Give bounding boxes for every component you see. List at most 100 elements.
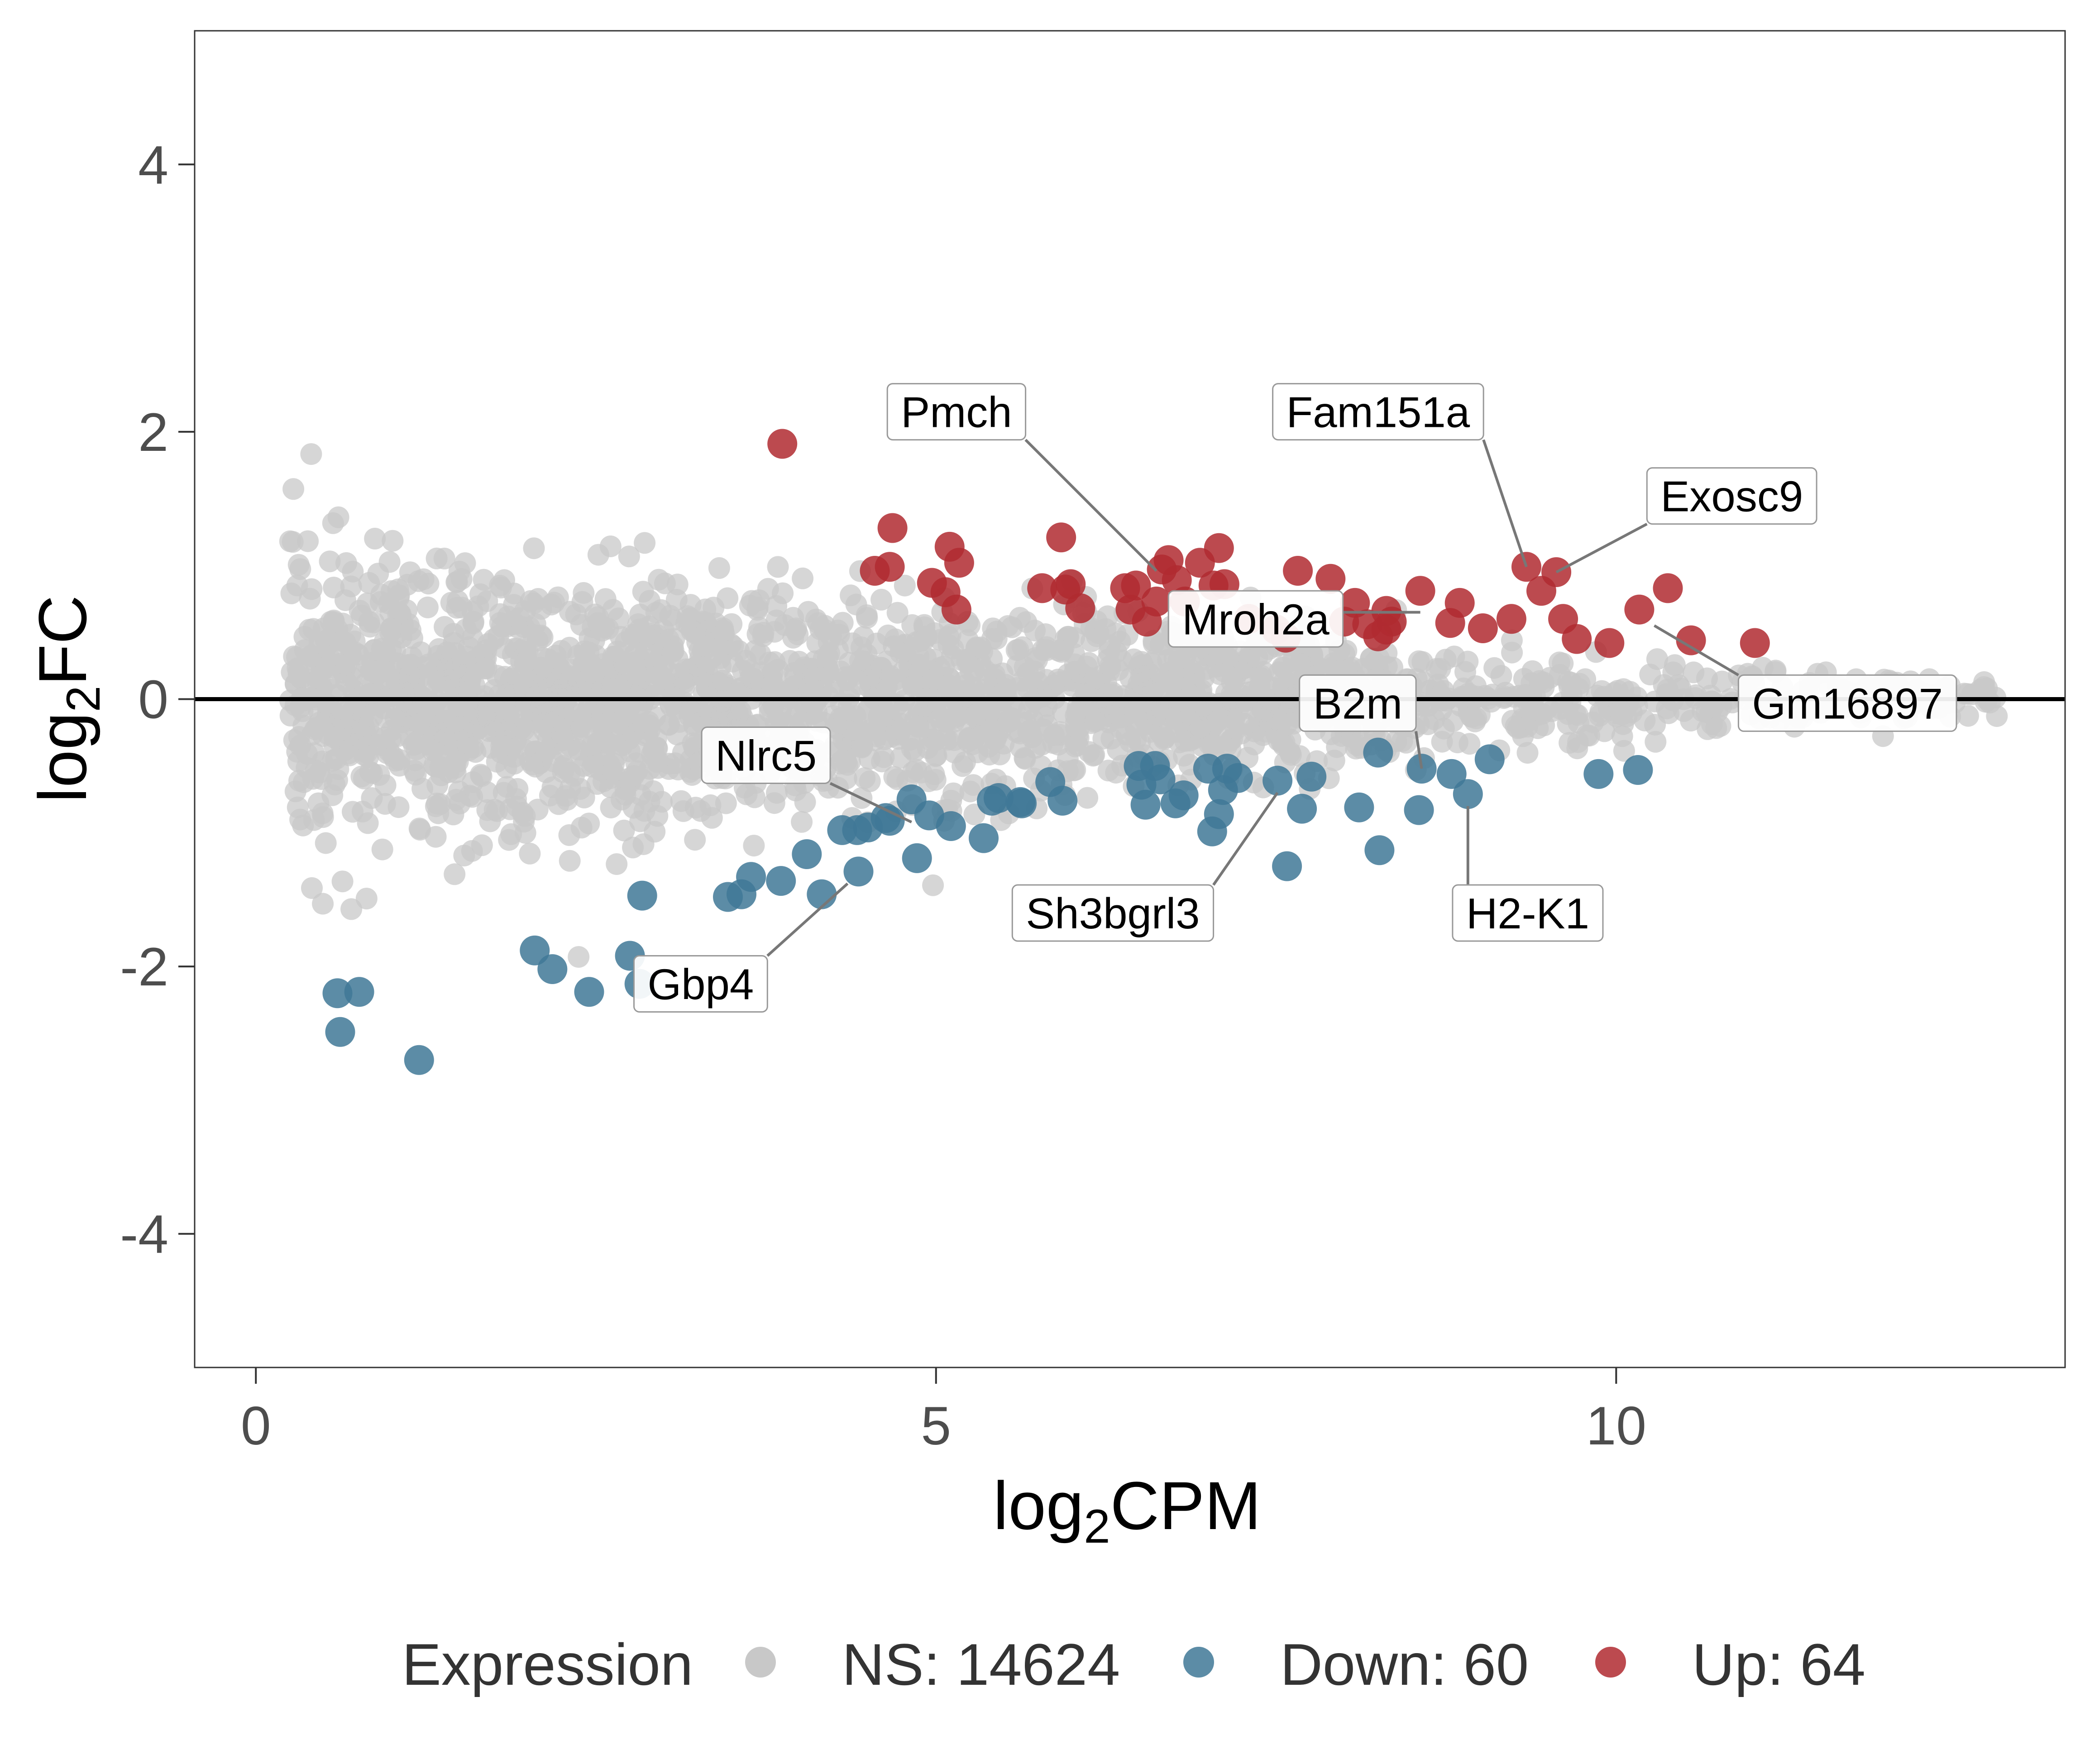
ns-point [634, 532, 656, 554]
ns-point [361, 762, 383, 784]
ns-point [457, 732, 479, 755]
ns-point [614, 778, 636, 800]
ns-point [1237, 746, 1259, 769]
ns-point [586, 773, 608, 795]
ns-point [845, 663, 867, 685]
ns-point [842, 709, 864, 731]
y-axis-ticks: -4 -2 0 2 4 [120, 134, 195, 1265]
ns-point [340, 575, 362, 598]
ns-point [476, 799, 498, 821]
ns-point [453, 845, 475, 867]
ns-point [883, 766, 905, 788]
up-point [877, 513, 908, 543]
ns-point [839, 751, 861, 773]
x-tick-label: 10 [1586, 1396, 1646, 1456]
ns-point [514, 636, 536, 658]
ns-point [559, 850, 581, 872]
ns-point [959, 780, 981, 803]
ns-point [1173, 745, 1195, 767]
ns-point [355, 888, 378, 910]
ns-point [400, 619, 421, 641]
ns-point [632, 833, 655, 855]
ns-point [378, 593, 400, 615]
ns-point [282, 478, 305, 500]
ns-point [363, 612, 385, 634]
ns-point [459, 674, 481, 696]
ns-point [772, 582, 794, 604]
ns-point [405, 731, 427, 753]
ns-point [752, 625, 774, 647]
gene-label-b2m: B2m [1299, 674, 1423, 769]
up-point [1653, 573, 1683, 603]
ns-point [567, 739, 589, 761]
ns-point [1012, 670, 1034, 692]
ns-point [469, 764, 492, 786]
ns-point [440, 592, 462, 614]
ns-point [1130, 651, 1152, 673]
up-point [1065, 593, 1095, 623]
ns-point [498, 829, 520, 851]
ns-point [1034, 623, 1057, 645]
legend-key-ns [745, 1647, 776, 1678]
ns-point [937, 626, 960, 648]
ns-point [570, 716, 593, 738]
down-point [537, 954, 568, 984]
gene-label-fam151a: Fam151a [1272, 383, 1528, 568]
gene-label-text: Gm16897 [1752, 679, 1943, 728]
ns-point [591, 703, 613, 725]
legend-key-down [1183, 1647, 1214, 1678]
gene-label-gbp4: Gbp4 [633, 882, 849, 1013]
up-point [944, 548, 974, 578]
ns-point [1613, 740, 1635, 762]
legend-label-ns: NS: 14624 [842, 1631, 1120, 1697]
ns-point [875, 676, 898, 698]
gene-label-connector [1653, 624, 1739, 676]
ns-point [1680, 710, 1702, 731]
down-point [1363, 737, 1393, 768]
gene-label-text: Pmch [901, 388, 1012, 437]
ns-point [426, 547, 448, 569]
ns-point [708, 557, 730, 579]
ns-point [287, 554, 310, 576]
ns-point [312, 893, 334, 915]
legend: Expression NS: 14624 Down: 60 Up: 64 [402, 1631, 1865, 1697]
ns-point [311, 768, 333, 790]
ns-point [1516, 716, 1538, 738]
down-point [807, 879, 837, 909]
ns-point [802, 703, 824, 725]
ns-point [610, 713, 632, 735]
down-point [520, 935, 550, 966]
ns-point [514, 822, 536, 844]
ns-point [684, 829, 706, 851]
down-point [325, 1017, 355, 1047]
ns-point [448, 560, 470, 583]
ns-point [1109, 706, 1132, 728]
ns-point [976, 672, 998, 694]
gene-label-box [633, 955, 768, 1013]
gene-label-box [886, 383, 1027, 441]
down-point [766, 866, 796, 896]
ns-point [444, 642, 466, 664]
ns-point [1516, 742, 1539, 764]
ns-point [717, 587, 739, 609]
ns-point [513, 719, 535, 741]
ns-point [710, 621, 732, 643]
gene-label-box [1646, 467, 1817, 525]
ns-point [1098, 641, 1120, 663]
y-tick-label: 4 [138, 134, 168, 195]
down-point [404, 1045, 434, 1075]
gene-label-text: Mroh2a [1182, 595, 1329, 644]
ns-point [763, 792, 785, 814]
ns-point [405, 764, 427, 786]
gene-label-exosc9: Exosc9 [1555, 467, 1817, 574]
ns-point [435, 658, 457, 680]
ns-point [1645, 731, 1667, 753]
ns-point [568, 946, 590, 968]
ns-point [689, 800, 712, 822]
down-point [736, 862, 766, 892]
ns-point [1408, 650, 1430, 672]
ns-point [319, 550, 341, 573]
ns-point [354, 720, 376, 742]
down-point [1204, 799, 1234, 829]
